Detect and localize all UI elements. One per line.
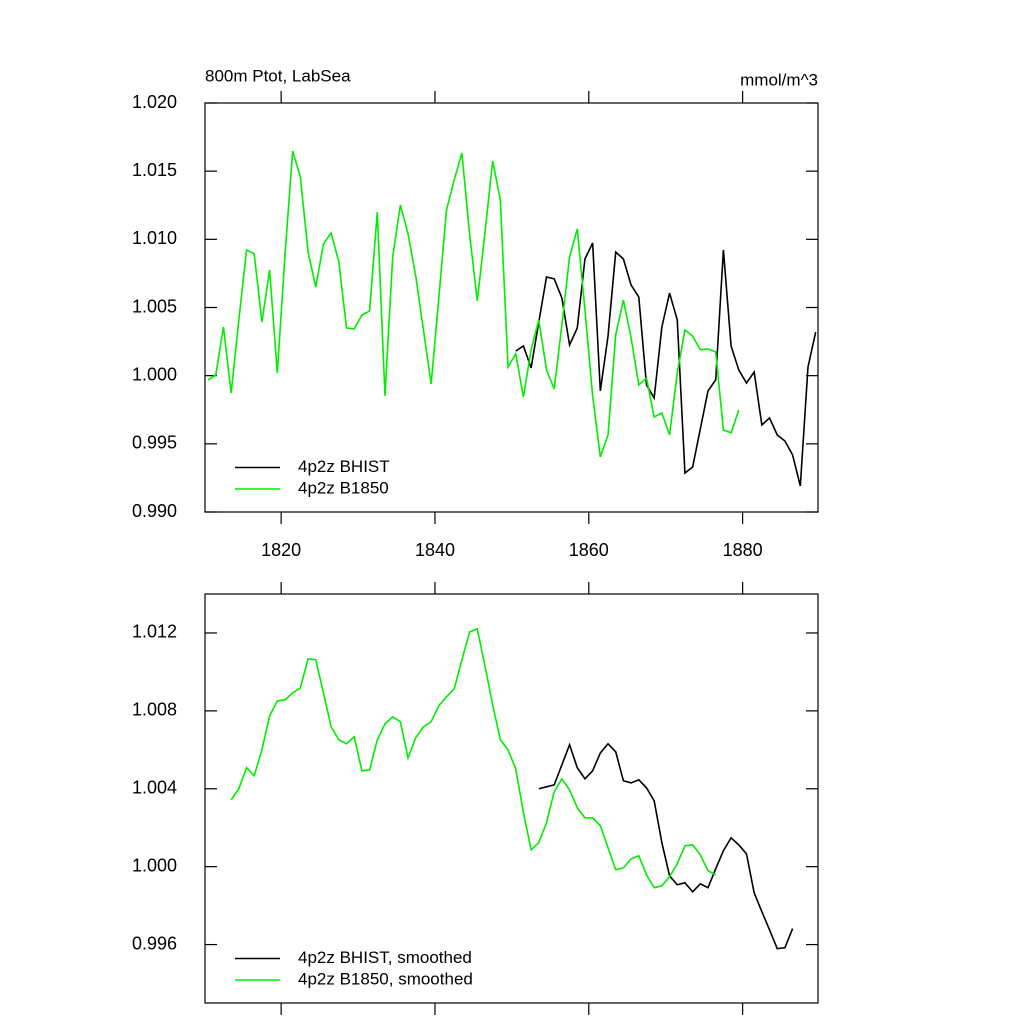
x-tick-label: 1860 (569, 540, 609, 560)
x-tick-label: 1820 (261, 540, 301, 560)
data-line (538, 742, 794, 950)
legend-label: 4p2z BHIST (298, 457, 390, 476)
data-line (230, 627, 717, 889)
data-line (515, 242, 817, 487)
data-line (207, 150, 740, 458)
y-tick-label: 0.996 (132, 933, 177, 953)
plot-frame (204, 593, 819, 1004)
x-tick-label: 1880 (723, 540, 763, 560)
legend-label: 4p2z BHIST, smoothed (298, 948, 472, 967)
legend-label: 4p2z B1850, smoothed (298, 969, 473, 988)
y-tick-label: 1.020 (132, 92, 177, 112)
y-tick-label: 1.010 (132, 228, 177, 248)
y-tick-label: 1.004 (132, 778, 177, 798)
units-label: mmol/m^3 (740, 70, 818, 89)
legend-label: 4p2z B1850 (298, 478, 389, 497)
y-tick-label: 1.000 (132, 855, 177, 875)
y-tick-label: 1.000 (132, 364, 177, 384)
y-tick-label: 1.008 (132, 700, 177, 720)
y-tick-label: 1.012 (132, 622, 177, 642)
chart-title: 800m Ptot, LabSea (205, 66, 351, 85)
y-tick-label: 0.990 (132, 501, 177, 521)
y-tick-label: 0.995 (132, 433, 177, 453)
y-tick-label: 1.015 (132, 160, 177, 180)
x-tick-label: 1840 (415, 540, 455, 560)
y-tick-label: 1.005 (132, 296, 177, 316)
